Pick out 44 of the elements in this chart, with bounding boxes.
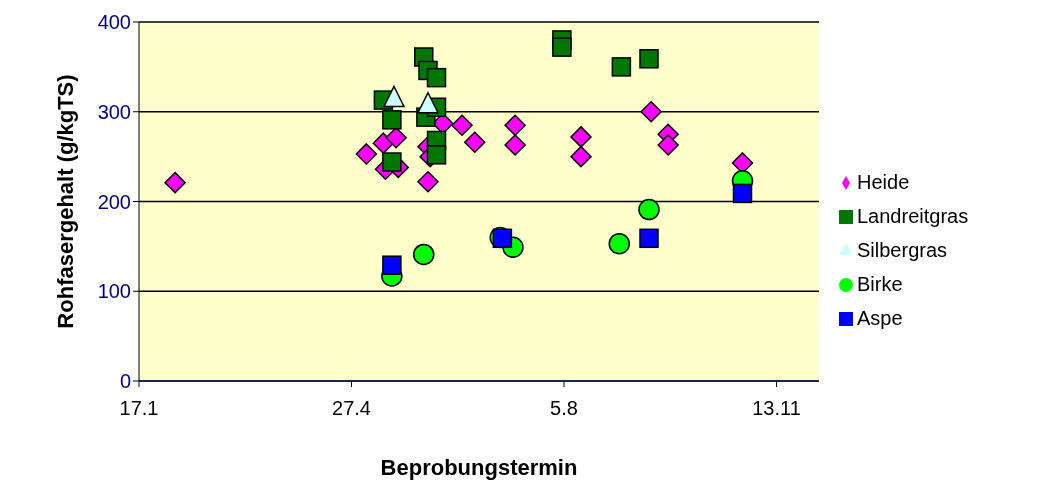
point bbox=[552, 37, 572, 57]
point bbox=[417, 92, 439, 114]
y-tick-label: 400 bbox=[97, 11, 131, 34]
legend-label: Landreitgras bbox=[857, 204, 969, 227]
y-tick-label: 100 bbox=[97, 280, 131, 303]
point bbox=[504, 134, 526, 156]
x-tick-label: 27.4 bbox=[332, 397, 371, 420]
legend-label: Silbergras bbox=[857, 238, 948, 261]
legend-label: Birke bbox=[857, 272, 903, 295]
point bbox=[426, 145, 447, 165]
point bbox=[385, 127, 407, 149]
point bbox=[464, 131, 486, 154]
point bbox=[355, 143, 378, 165]
point bbox=[732, 183, 753, 204]
point bbox=[570, 126, 592, 148]
legend-label: Aspe bbox=[857, 306, 903, 329]
y-tick-label: 300 bbox=[97, 100, 131, 123]
point bbox=[413, 243, 435, 266]
point bbox=[657, 134, 679, 156]
point bbox=[731, 152, 754, 174]
point bbox=[451, 114, 473, 136]
point bbox=[639, 49, 659, 69]
point bbox=[570, 145, 592, 168]
x-tick-label: 13.11 bbox=[752, 397, 801, 420]
x-tick-label: 17.1 bbox=[119, 397, 159, 420]
y-axis-title: Rohfasergehalt (g/kgTS) bbox=[52, 74, 78, 329]
point bbox=[382, 152, 402, 172]
x-tick-label: 5.8 bbox=[550, 397, 578, 420]
point bbox=[611, 57, 632, 77]
point bbox=[639, 228, 659, 249]
point bbox=[164, 171, 186, 194]
point bbox=[382, 255, 402, 275]
point bbox=[417, 171, 439, 193]
point bbox=[638, 198, 660, 221]
point bbox=[382, 110, 402, 130]
legend-label: Heide bbox=[857, 170, 910, 193]
point bbox=[608, 232, 630, 255]
point bbox=[426, 67, 447, 88]
y-tick-label: 0 bbox=[119, 370, 131, 393]
point bbox=[383, 85, 405, 108]
point bbox=[504, 114, 526, 136]
point bbox=[640, 101, 662, 123]
y-tick-label: 200 bbox=[97, 190, 131, 213]
x-axis-title: Beprobungstermin bbox=[380, 454, 578, 480]
